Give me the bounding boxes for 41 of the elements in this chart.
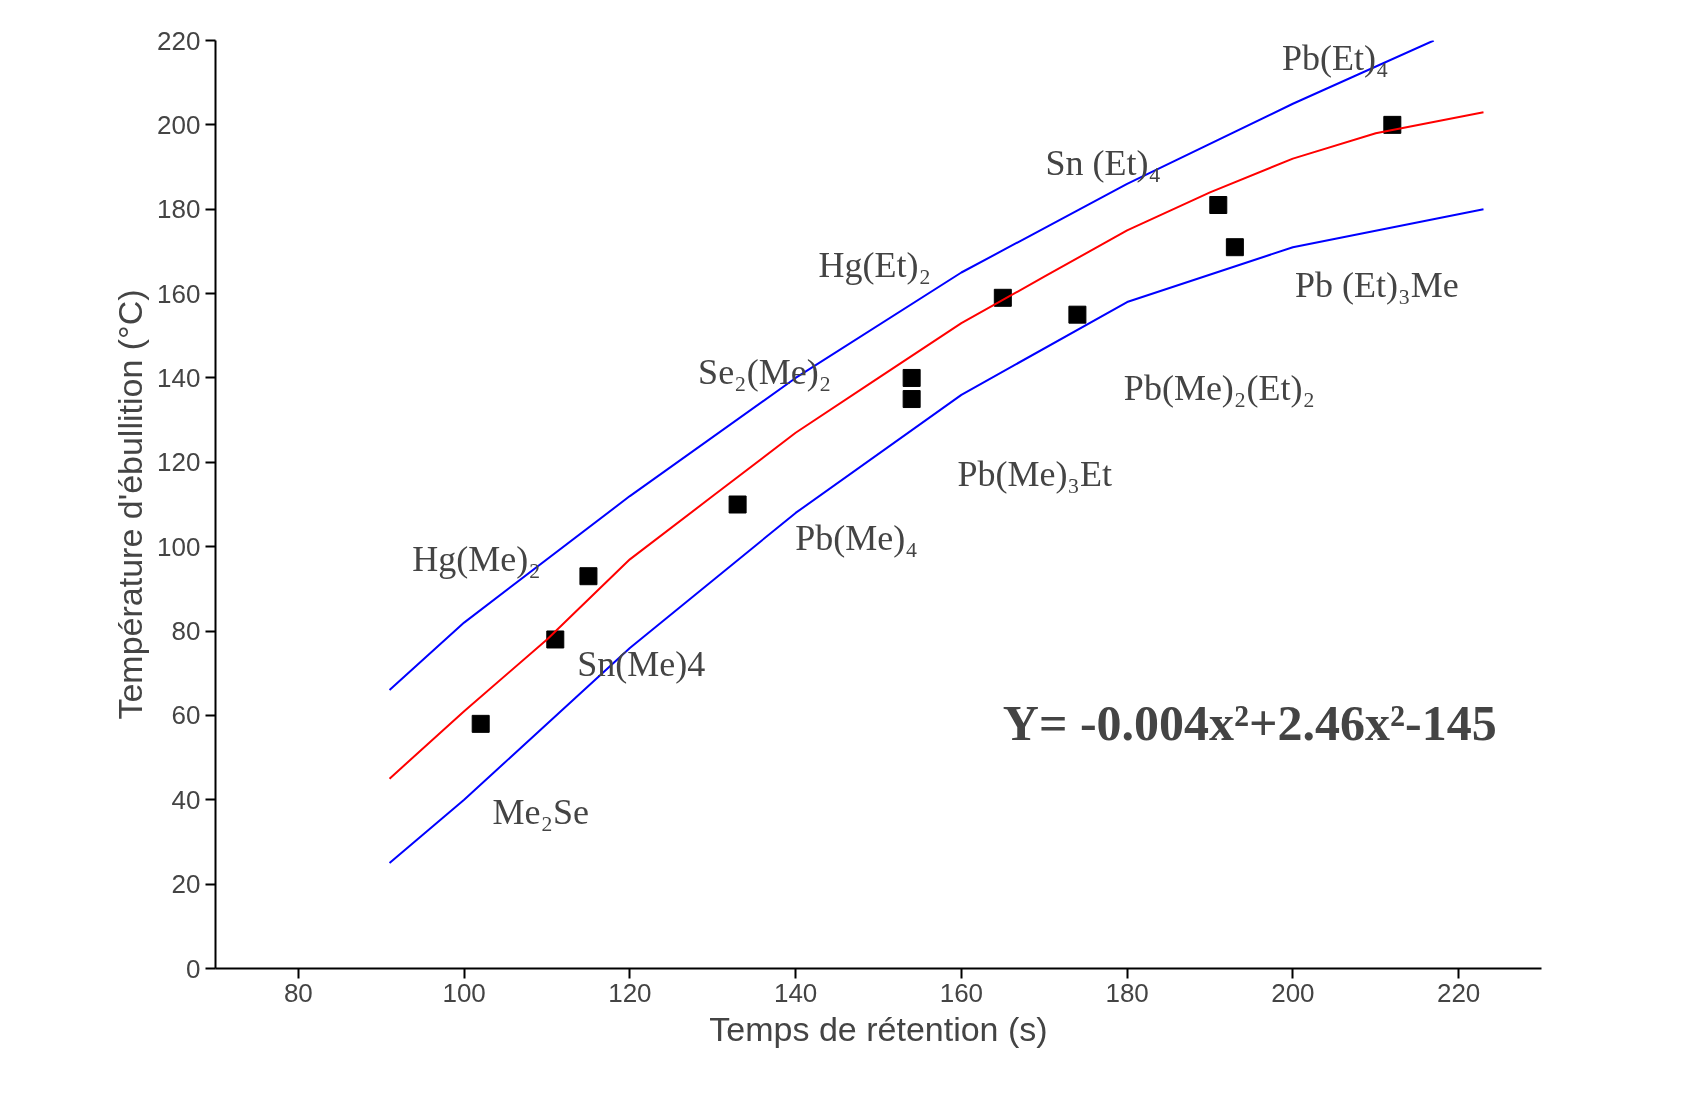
x-tick-label: 140	[773, 977, 818, 1008]
annotation: Pb(Me)₄	[795, 517, 918, 558]
point	[902, 390, 921, 409]
y-tick-label: 220	[157, 25, 201, 56]
y-tick-label: 160	[157, 278, 201, 309]
annotation: Pb(Et)₄	[1282, 37, 1389, 78]
annotation: Hg(Et)₂	[818, 244, 932, 285]
annotation: Hg(Me)₂	[412, 539, 541, 580]
annotation: Pb(Me)₃Et	[957, 454, 1112, 495]
y-tick-label: 60	[171, 700, 201, 731]
y-tick-label: 140	[157, 362, 201, 393]
x-tick-label: 80	[283, 977, 313, 1008]
y-tick-label: 180	[157, 194, 201, 225]
point	[1209, 196, 1228, 215]
y-tick-label: 40	[171, 784, 201, 815]
y-axis-title: Température d'ébullition (°C)	[111, 289, 150, 720]
x-tick-label: 220	[1436, 977, 1481, 1008]
annotation: Y= -0.004x²+2.46x²-145	[1002, 694, 1497, 751]
y-tick-label: 100	[157, 531, 201, 562]
annotation: Sn (Et)₄	[1045, 143, 1162, 184]
x-tick-label: 180	[1105, 977, 1149, 1008]
x-axis-title: Temps de rétention (s)	[709, 1009, 1048, 1048]
x-tick-label: 160	[939, 977, 984, 1008]
annotation: Pb (Et)₃Me	[1295, 265, 1459, 306]
x-tick-label: 100	[442, 977, 486, 1008]
x-tick-label: 200	[1271, 977, 1315, 1008]
point	[546, 630, 565, 649]
y-tick-label: 0	[186, 953, 201, 984]
point	[902, 368, 921, 387]
y-tick-label: 80	[171, 616, 201, 647]
point	[579, 567, 598, 586]
point	[1068, 305, 1087, 324]
y-tick-label: 120	[157, 447, 201, 478]
point	[728, 495, 747, 514]
point	[471, 714, 490, 733]
annotation: Pb(Me)₂(Et)₂	[1123, 367, 1315, 408]
y-tick-label: 20	[171, 869, 201, 900]
annotation: Me₂Se	[492, 791, 589, 832]
y-tick-label: 200	[157, 109, 201, 140]
x-tick-label: 120	[608, 977, 652, 1008]
point	[1225, 238, 1244, 257]
